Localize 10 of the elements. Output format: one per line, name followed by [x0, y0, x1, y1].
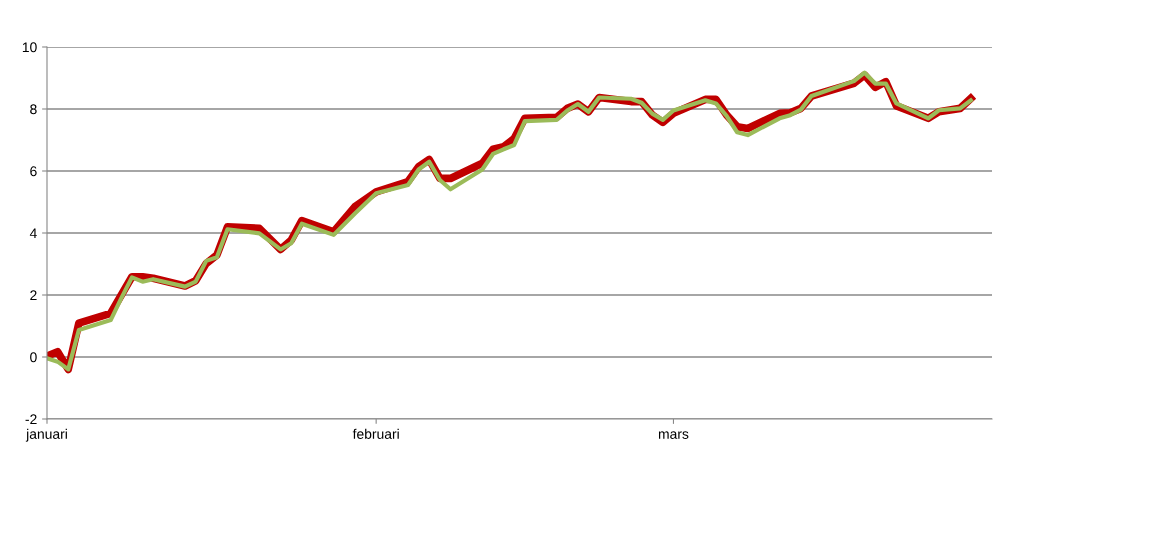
y-tick-label: 10 — [22, 42, 37, 53]
y-tick-label: 4 — [29, 228, 37, 239]
y-tick-label: -2 — [25, 414, 37, 425]
x-tick-label: mars — [658, 431, 689, 439]
y-tick-label: 2 — [30, 290, 37, 301]
y-tick-label: 0 — [30, 352, 37, 363]
x-tick-label: januari — [25, 428, 67, 442]
y-tick-label: 8 — [30, 104, 37, 115]
x-tick-label: februari — [352, 428, 399, 439]
y-tick-label: 6 — [30, 166, 37, 177]
